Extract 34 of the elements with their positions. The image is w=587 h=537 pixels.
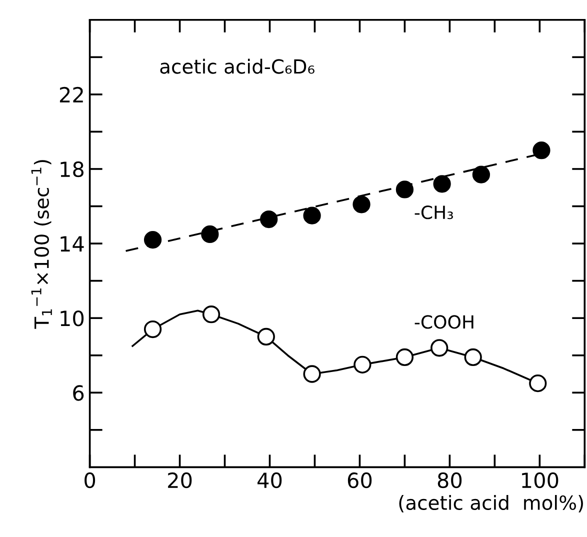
y-tick-label: 6 (73, 385, 84, 401)
point (352, 196, 370, 214)
point (532, 142, 550, 160)
x-tick-label: 100 (522, 472, 558, 488)
annotation: -COOH (414, 315, 474, 329)
x-tick-label: 0 (84, 472, 96, 488)
point (354, 356, 372, 374)
y-axis-title: T$_{1}$$^{−1}$×100 (sec$^{−1}$) (31, 160, 52, 329)
text: acetic acid-C₆D₆ (160, 58, 314, 74)
x-tick-label: 20 (168, 472, 192, 488)
point (202, 306, 220, 324)
point (529, 374, 547, 392)
point (396, 348, 414, 366)
point (303, 206, 321, 224)
point (201, 225, 219, 244)
y-tick-label: 14 (60, 236, 84, 252)
x-tick-label: 40 (258, 472, 282, 488)
point (464, 348, 482, 366)
point (144, 320, 162, 338)
point (433, 175, 451, 193)
point (396, 180, 414, 198)
point (472, 166, 490, 184)
point (144, 230, 162, 249)
x-tick-label: 80 (438, 472, 462, 488)
point (257, 328, 275, 346)
x-axis-title: (acetic acid mol%) (399, 494, 583, 512)
y-tick-label: 10 (60, 310, 84, 326)
y-tick-label: 22 (60, 86, 83, 102)
y-tick-label: 18 (60, 161, 84, 178)
point (260, 210, 278, 228)
point (303, 365, 321, 383)
annotation: -CH₃ (414, 206, 453, 220)
x-tick-label: 60 (348, 472, 372, 488)
point (430, 339, 448, 357)
